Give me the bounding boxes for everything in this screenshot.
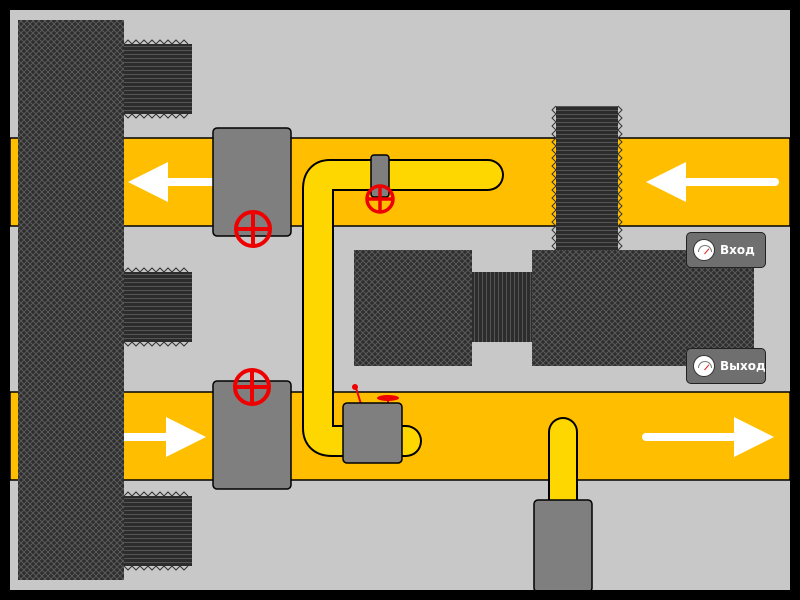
- left-arrow-icon: [646, 162, 779, 202]
- grate-top: [123, 39, 192, 119]
- main-wall: [18, 20, 124, 580]
- grate-connector: [472, 272, 532, 342]
- output-gauge-label: Выход: [720, 359, 766, 373]
- regulator[interactable]: [342, 384, 403, 464]
- grate-bottom: [123, 491, 192, 571]
- left-arrow-icon: [128, 162, 214, 202]
- input-gauge-button[interactable]: Вход: [686, 232, 766, 268]
- valve-icon[interactable]: [365, 184, 395, 214]
- grate-vertical: [551, 105, 623, 251]
- grate-middle: [123, 267, 192, 347]
- valve-icon[interactable]: [234, 210, 272, 248]
- valve-icon[interactable]: [233, 368, 271, 406]
- outlet-tank[interactable]: [533, 499, 593, 593]
- middle-wall-block: [354, 250, 472, 366]
- right-arrow-icon: [642, 417, 774, 457]
- right-wall-block: [532, 250, 754, 366]
- input-gauge-label: Вход: [720, 243, 755, 257]
- pressure-gauge-icon: [693, 239, 715, 261]
- right-arrow-icon: [124, 417, 206, 457]
- main-pipe: [304, 161, 502, 455]
- output-gauge-button[interactable]: Выход: [686, 348, 766, 384]
- pressure-gauge-icon: [693, 355, 715, 377]
